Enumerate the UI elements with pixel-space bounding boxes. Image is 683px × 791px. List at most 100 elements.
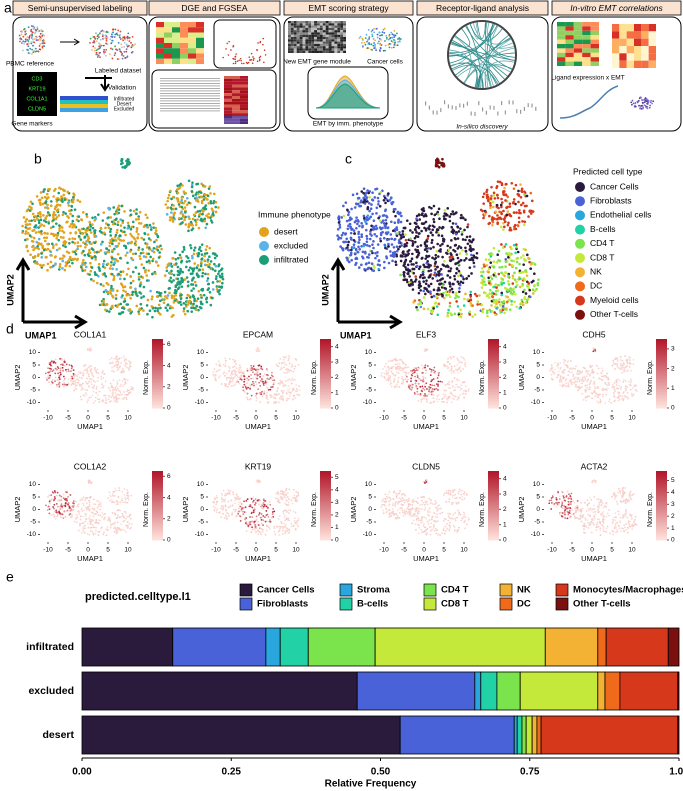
cell-point: [92, 248, 95, 251]
expr-point: [86, 369, 88, 371]
cell-point: [90, 231, 93, 234]
cell-point: [441, 235, 444, 238]
deco-dot: [19, 35, 21, 37]
cell-point: [136, 294, 139, 297]
cell-point: [203, 294, 206, 297]
expr-point: [247, 399, 249, 401]
deco-dot: [25, 38, 27, 40]
expr-point: [267, 381, 269, 383]
cell-point: [61, 226, 64, 229]
expr-point: [249, 399, 251, 401]
cell-point: [523, 193, 526, 196]
deco-cell: [300, 44, 303, 46]
deco-cell: [329, 44, 332, 46]
legend-label: Cancer Cells: [590, 181, 639, 191]
cell-point: [68, 238, 71, 241]
cell-point: [94, 256, 97, 259]
cell-point: [508, 298, 511, 301]
cell-point: [198, 290, 201, 293]
expr-point: [267, 374, 269, 376]
expr-point: [113, 371, 115, 373]
cell-point: [57, 232, 60, 235]
cell-point: [354, 206, 357, 209]
deco-dot: [101, 45, 103, 47]
expr-point: [67, 382, 69, 384]
cell-point: [69, 232, 72, 235]
cell-point: [366, 240, 369, 243]
expr-point: [243, 384, 245, 386]
deco-cell: [311, 23, 314, 25]
cell-point: [181, 196, 184, 199]
cell-point: [195, 183, 198, 186]
cell-point: [110, 292, 113, 295]
cell-point: [365, 235, 368, 238]
expr-point: [81, 384, 83, 386]
deco-cell: [627, 61, 634, 68]
cell-point: [443, 215, 446, 218]
expr-point: [243, 371, 245, 373]
expr-point: [283, 359, 285, 361]
cell-point: [34, 215, 37, 218]
cell-point: [128, 294, 131, 297]
deco-cell: [582, 31, 590, 35]
expr-point: [49, 371, 51, 373]
colorbar-step: [152, 406, 163, 409]
deco-cell: [164, 48, 172, 53]
cell-point: [129, 250, 132, 253]
cell-point: [446, 207, 449, 210]
deco-cell: [297, 28, 300, 30]
cell-point: [458, 287, 461, 290]
deco-line: [531, 104, 532, 108]
cell-point: [85, 213, 88, 216]
expr-point: [454, 395, 456, 397]
cell-point: [194, 206, 197, 209]
expr-point: [62, 370, 64, 372]
deco-cell: [619, 53, 626, 60]
expr-point: [270, 396, 272, 398]
cell-point: [450, 312, 453, 315]
deco-cell: [320, 28, 323, 30]
cell-point: [443, 264, 446, 267]
deco-cell: [334, 32, 337, 34]
deco-cell: [188, 33, 196, 38]
deco-cell: [188, 22, 196, 27]
cell-point: [489, 261, 492, 264]
expr-point: [426, 388, 428, 390]
cell-point: [102, 211, 105, 214]
deco-cell: [619, 31, 626, 38]
deco-cell: [224, 116, 232, 119]
cell-point: [423, 265, 426, 268]
expr-point: [416, 391, 418, 393]
deco-cell: [337, 44, 340, 46]
cell-point: [82, 250, 85, 253]
cell-point: [513, 187, 516, 190]
deco-dot: [372, 45, 374, 47]
cell-point: [127, 222, 130, 225]
cell-point: [360, 222, 363, 225]
deco-cell: [294, 23, 297, 25]
expr-point: [462, 392, 464, 394]
cell-point: [40, 252, 43, 255]
cell-point: [34, 219, 37, 222]
cell-point: [462, 278, 465, 281]
expr-point: [286, 364, 288, 366]
box-text: Cancer cells: [367, 59, 404, 66]
cell-point: [368, 217, 371, 220]
expr-point: [123, 356, 125, 358]
legend-swatch: [259, 255, 269, 265]
cell-point: [339, 224, 342, 227]
deco-dot: [96, 40, 98, 42]
cell-point: [129, 297, 132, 300]
cell-point: [338, 221, 341, 224]
cell-point: [362, 201, 365, 204]
deco-cell: [232, 90, 240, 93]
cell-point: [463, 229, 466, 232]
deco-cell: [591, 62, 599, 66]
deco-cell: [320, 48, 323, 50]
cell-point: [433, 289, 436, 292]
deco-dot: [39, 45, 41, 47]
cell-point: [153, 241, 156, 244]
expr-point: [47, 375, 49, 377]
deco-cell: [334, 48, 337, 50]
